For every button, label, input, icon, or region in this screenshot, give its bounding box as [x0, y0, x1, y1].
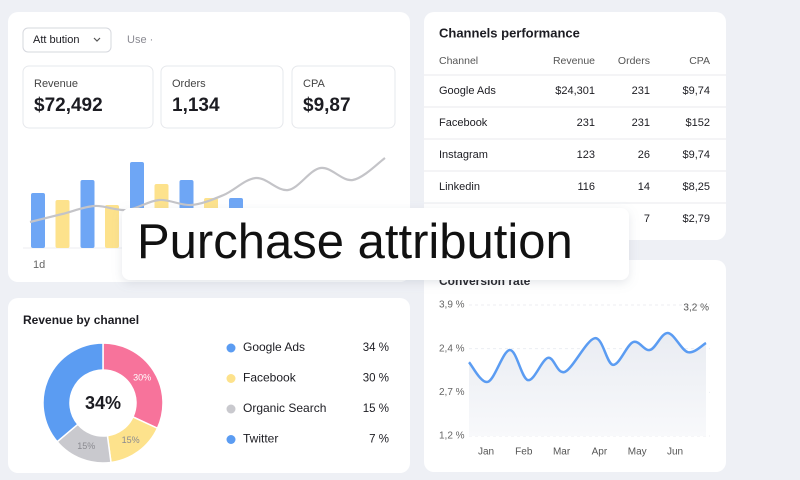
slice-label: 15%	[77, 441, 95, 451]
x-tick-label: Feb	[515, 447, 533, 458]
trend-line	[29, 157, 386, 224]
legend-value: 30 %	[363, 373, 389, 385]
y-tick-label: 3,9 %	[439, 300, 465, 311]
donut-title: Revenue by channel	[23, 313, 139, 327]
channels-card	[424, 12, 726, 240]
legend-value: 34 %	[363, 342, 389, 354]
kpi-label: CPA	[303, 78, 325, 90]
kpi-card	[160, 65, 284, 129]
table-cell: Linkedin	[439, 181, 480, 193]
legend-name: Twitter	[243, 432, 278, 446]
table-title: Channels performance	[439, 25, 580, 40]
legend-name: Organic Search	[243, 401, 326, 415]
legend-name: Google Ads	[243, 340, 305, 354]
banner-title: Purchase attribution	[137, 215, 573, 269]
table-cell: 231	[632, 85, 650, 97]
table-cell: 231	[632, 117, 650, 129]
x-tick-label: Mar	[553, 447, 571, 458]
legend-dot	[226, 343, 236, 353]
x-tick-label: Apr	[592, 447, 608, 458]
kpi-value: 1,134	[172, 95, 220, 116]
y-tick-label: 2,7 %	[439, 387, 465, 398]
table-cell: Facebook	[439, 117, 488, 129]
chevron	[93, 37, 101, 42]
legend-value: 15 %	[363, 403, 389, 415]
table-cell: $8,25	[682, 181, 710, 193]
line	[468, 331, 707, 384]
donut-center: 34%	[85, 393, 121, 413]
kpi-card	[291, 65, 396, 129]
x-tick-label: Jan	[478, 447, 494, 458]
table-cell: 7	[644, 213, 650, 225]
column-header: Channel	[439, 55, 478, 67]
filter-label[interactable]: Use ·	[127, 34, 153, 46]
y-tick-label: 1,2 %	[439, 431, 465, 442]
annotation: 3,2 %	[683, 303, 709, 314]
x-tick-label: May	[628, 447, 647, 458]
table-cell: $9,74	[682, 85, 710, 97]
area	[468, 332, 706, 436]
legend-name: Facebook	[243, 371, 297, 385]
table-cell: 26	[638, 149, 650, 161]
kpi-value: $9,87	[303, 95, 351, 116]
kpi-card	[22, 65, 154, 129]
kpi-label: Revenue	[34, 78, 78, 90]
column-header: Revenue	[553, 55, 595, 67]
table-cell: Google Ads	[439, 85, 496, 97]
bar	[55, 200, 70, 248]
column-header: CPA	[689, 55, 710, 67]
dropdown-label: Att bution	[33, 34, 79, 46]
table-cell: $2,79	[682, 213, 710, 225]
table-cell: 123	[577, 149, 595, 161]
y-tick-label: 2,4 %	[439, 343, 465, 354]
bar	[105, 205, 119, 248]
banner	[122, 208, 629, 280]
kpi-value: $72,492	[34, 95, 103, 116]
x-tick-label: Jun	[667, 447, 683, 458]
column-header: Orders	[618, 55, 650, 67]
legend-dot	[226, 435, 236, 444]
dropdown[interactable]	[22, 27, 112, 53]
bar	[80, 180, 95, 248]
table-cell: $152	[686, 117, 710, 129]
table-cell: Instagram	[439, 149, 488, 161]
legend-dot	[226, 404, 236, 414]
kpi-label: Orders	[172, 78, 206, 90]
slice-label: 15%	[122, 435, 140, 445]
legend-dot	[226, 374, 236, 383]
table-cell: $24,301	[555, 85, 595, 97]
revenue-card	[8, 298, 410, 473]
legend-value: 7 %	[369, 434, 389, 446]
donut-slice	[42, 342, 104, 443]
table-cell: 116	[577, 181, 595, 193]
slice-label: 30%	[133, 372, 151, 382]
x-label: 1d	[33, 259, 45, 271]
donut-slice	[102, 342, 164, 430]
table-cell: 14	[638, 181, 650, 193]
table-cell: 231	[577, 117, 595, 129]
table-cell: $9,74	[682, 149, 710, 161]
